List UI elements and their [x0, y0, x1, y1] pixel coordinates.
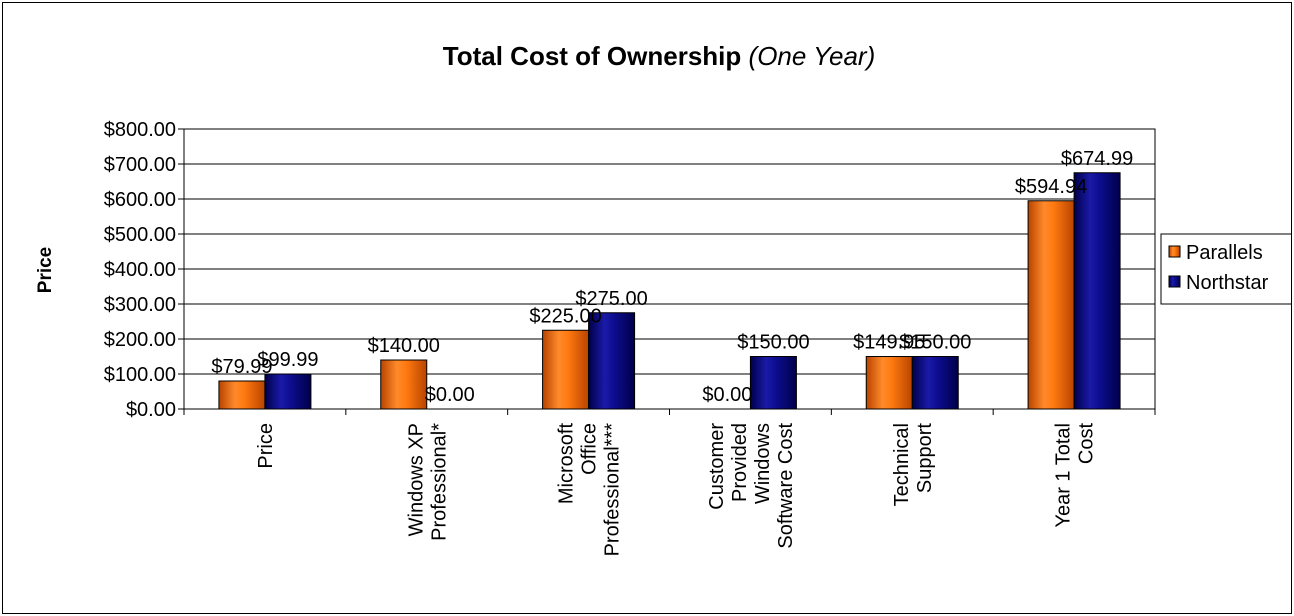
- legend: Parallels Northstar: [1160, 233, 1291, 305]
- bar-parallels: [865, 356, 913, 410]
- axes: $0.00 $100.00 $200.00 $300.00 $400.00 $500.00…: [104, 119, 1156, 557]
- data-label: $674.99: [1061, 148, 1133, 170]
- legend-label-parallels: Parallels: [1186, 242, 1263, 264]
- bar-northstar: [749, 356, 797, 410]
- y-tick-label: $500.00: [104, 224, 176, 246]
- bar-parallels: [218, 380, 266, 410]
- y-axis-label: Price: [35, 247, 56, 293]
- data-label: $0.00: [702, 384, 752, 406]
- legend-label-northstar: Northstar: [1186, 272, 1269, 294]
- y-tick-label: $100.00: [104, 364, 176, 386]
- data-label: $150.00: [899, 332, 971, 354]
- data-label: $99.99: [257, 349, 318, 371]
- legend-swatch-parallels: [1168, 245, 1181, 258]
- bar-northstar: [1073, 172, 1121, 410]
- y-tick-label: $400.00: [104, 259, 176, 281]
- bars: [218, 172, 1121, 410]
- labels: $79.99 $140.00 $225.00 $0.00 $149.95 $594.94 $…: [211, 148, 1133, 406]
- data-label: $150.00: [737, 332, 809, 354]
- y-tick-label: $0.00: [126, 399, 176, 421]
- y-tick-label: $200.00: [104, 329, 176, 351]
- bar-parallels: [542, 329, 590, 410]
- x-tick-label: TechnicalSupport: [891, 423, 936, 507]
- data-label: $140.00: [368, 335, 440, 357]
- x-tick-label: CustomerProvidedWindowsSoftware Cost: [706, 423, 797, 549]
- chart: Total Cost of Ownership (One Year) Price…: [35, 41, 1291, 557]
- x-tick-label: Price: [255, 423, 277, 469]
- y-tick-label: $600.00: [104, 189, 176, 211]
- chart-title: Total Cost of Ownership (One Year): [443, 41, 875, 71]
- title-main: Total Cost of Ownership: [443, 41, 742, 71]
- bar-northstar: [264, 373, 312, 410]
- data-label: $594.94: [1015, 176, 1087, 198]
- bar-northstar: [588, 312, 636, 410]
- legend-swatch-northstar: [1168, 275, 1181, 288]
- title-subtitle: (One Year): [749, 41, 876, 71]
- x-tick-label: MicrosoftOfficeProfessional***: [556, 423, 624, 557]
- data-label: $275.00: [575, 288, 647, 310]
- data-label: $149.95: [853, 332, 925, 354]
- y-tick-label: $300.00: [104, 294, 176, 316]
- x-tick-label: Year 1 TotalCost: [1053, 423, 1098, 528]
- bar-parallels: [1027, 200, 1075, 410]
- data-label: $79.99: [211, 356, 272, 378]
- bar-northstar: [911, 356, 959, 410]
- data-label: $0.00: [425, 384, 475, 406]
- x-tick-label: Windows XPProfessional*: [405, 423, 450, 541]
- y-tick-label: $700.00: [104, 154, 176, 176]
- y-tick-label: $800.00: [104, 119, 176, 141]
- legend-box: [1160, 233, 1291, 305]
- data-label: $225.00: [529, 305, 601, 327]
- bar-parallels: [380, 359, 428, 410]
- gridlines: [183, 128, 1156, 410]
